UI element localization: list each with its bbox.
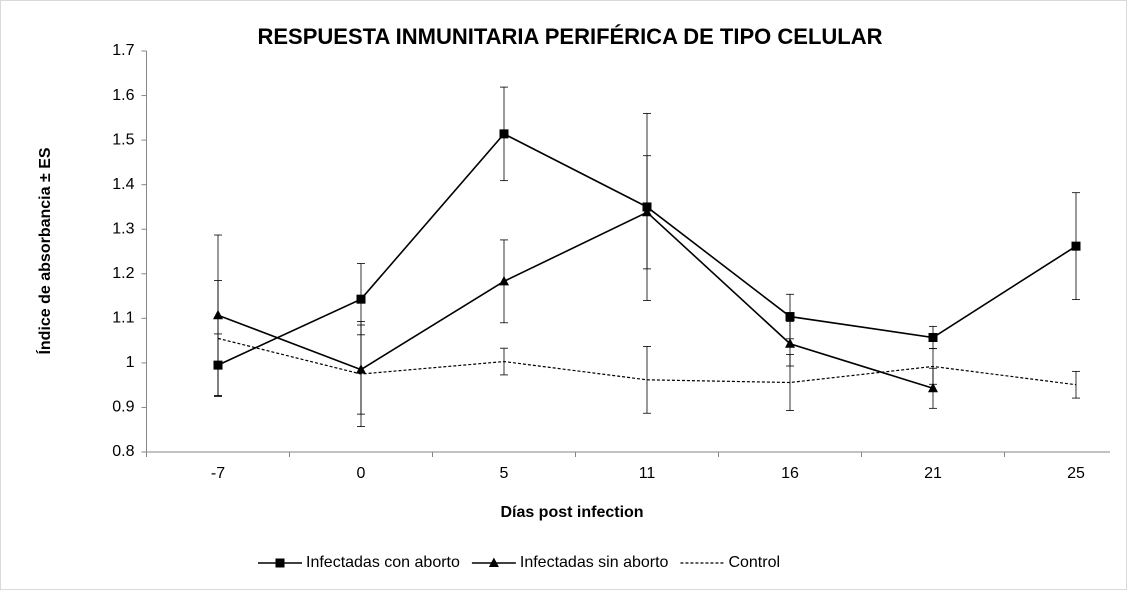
y-tick-label: 1.2: [112, 265, 134, 282]
y-tick-label: 1.6: [112, 87, 134, 104]
marker: [1071, 241, 1081, 251]
marker: [785, 338, 795, 348]
x-tick-label: -7: [211, 465, 225, 482]
x-tick-label: 16: [781, 465, 799, 482]
marker: [928, 382, 938, 393]
y-tick-label: 1.5: [112, 131, 134, 148]
series-line: [217, 211, 934, 390]
y-tick-label: 1.1: [112, 310, 134, 327]
marker: [275, 558, 285, 568]
x-tick-label: 5: [500, 465, 509, 482]
x-tick-label: 0: [357, 465, 366, 482]
marker: [499, 275, 509, 286]
legend-label: Infectadas con aborto: [306, 554, 460, 571]
x-axis-label: Días post infection: [500, 504, 643, 521]
chart-title: RESPUESTA INMUNITARIA PERIFÉRICA DE TIPO…: [258, 24, 883, 49]
series-line: [217, 337, 1077, 386]
y-tick-label: 1.7: [112, 42, 134, 59]
marker: [928, 332, 938, 342]
y-tick-label: 1: [126, 354, 135, 371]
marker: [356, 294, 366, 304]
y-tick-label: 0.8: [112, 443, 134, 460]
marker: [499, 129, 509, 139]
marker: [785, 312, 795, 322]
legend-label: Infectadas sin aborto: [520, 554, 669, 571]
y-axis-label: Índice de absorbancia ± ES: [35, 147, 54, 354]
y-tick-label: 1.3: [112, 220, 134, 237]
x-tick-label: 25: [1067, 465, 1085, 482]
marker: [488, 557, 499, 567]
y-tick-label: 1.4: [112, 176, 134, 193]
legend-label: Control: [728, 554, 780, 571]
x-tick-label: 11: [639, 465, 656, 482]
x-tick-label: 21: [924, 465, 942, 482]
y-tick-label: 0.9: [112, 399, 134, 416]
marker: [642, 206, 652, 217]
